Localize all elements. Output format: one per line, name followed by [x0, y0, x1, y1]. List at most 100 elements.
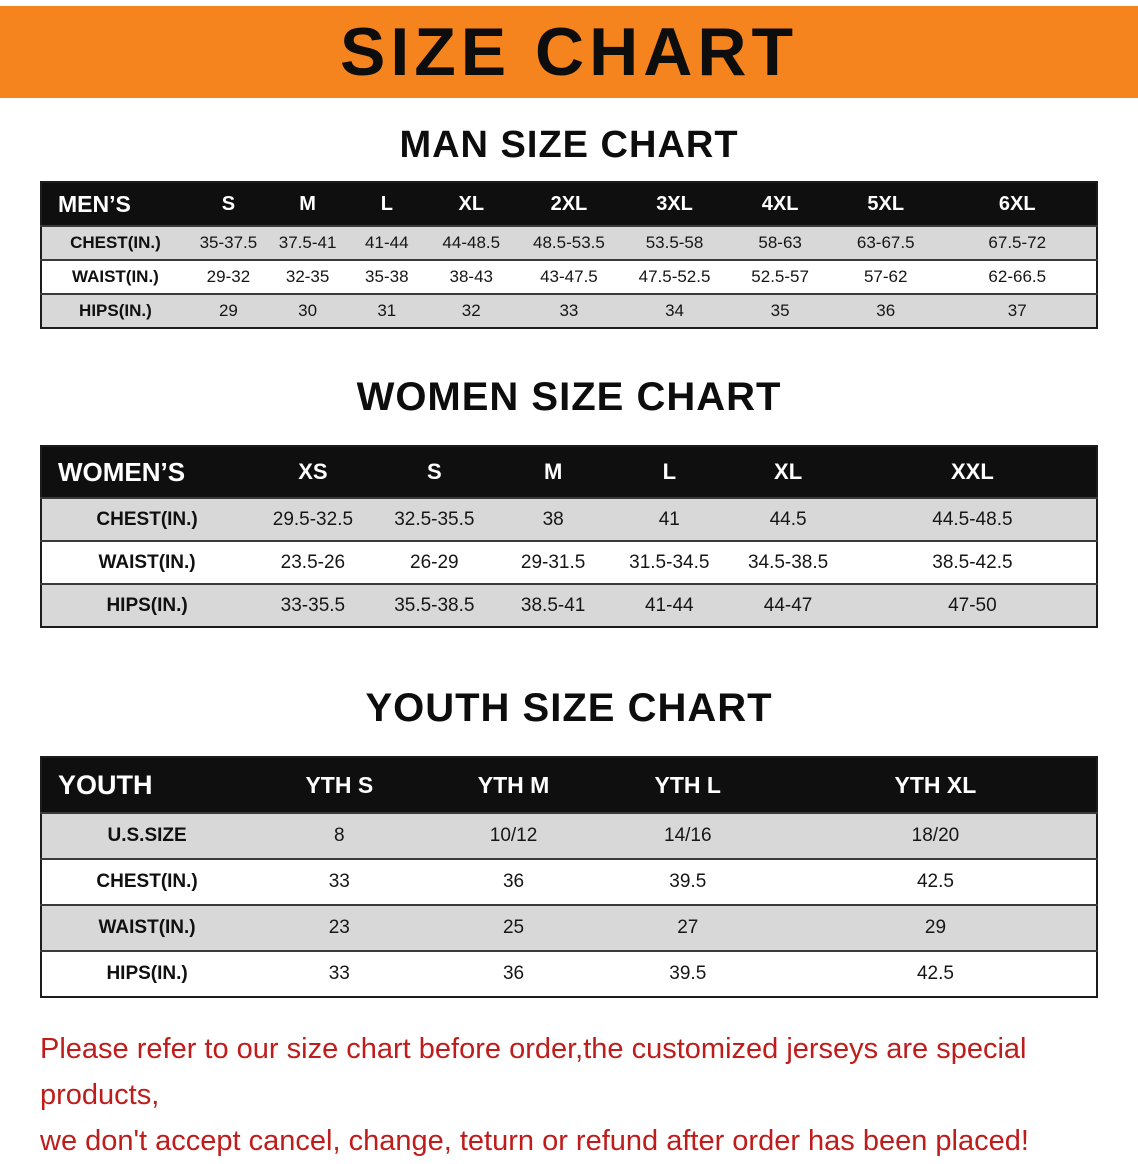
value-cell: 26-29	[373, 540, 496, 584]
table-row: HIPS(IN.) 29 30 31 32 33 34 35 36 37	[41, 293, 1097, 328]
value-cell: 48.5-53.5	[516, 225, 622, 260]
value-cell: 31	[347, 293, 427, 328]
size-chart-page: SIZE CHART MAN SIZE CHART MEN’S S M L XL…	[0, 6, 1138, 1164]
table-row: WAIST(IN.) 29-32 32-35 35-38 38-43 43-47…	[41, 259, 1097, 294]
row-label: CHEST(IN.)	[41, 225, 189, 260]
value-cell: 33-35.5	[252, 583, 374, 627]
size-header-cell: YTH M	[426, 757, 601, 813]
table-row: CHEST(IN.) 35-37.5 37.5-41 41-44 44-48.5…	[41, 225, 1097, 260]
value-cell: 31.5-34.5	[611, 540, 728, 584]
value-cell: 38-43	[426, 259, 517, 294]
value-cell: 38	[495, 497, 612, 541]
table-row: U.S.SIZE 8 10/12 14/16 18/20	[41, 812, 1097, 859]
value-cell: 14/16	[600, 812, 775, 859]
value-cell: 38.5-41	[495, 583, 612, 627]
size-header-cell: M	[495, 446, 612, 498]
value-cell: 47.5-52.5	[621, 259, 728, 294]
value-cell: 44-47	[727, 583, 849, 627]
value-cell: 35	[727, 293, 833, 328]
men-table-title-cell: MEN’S	[41, 182, 189, 226]
value-cell: 29.5-32.5	[252, 497, 374, 541]
size-header-cell: S	[373, 446, 496, 498]
size-header-cell: L	[611, 446, 728, 498]
value-cell: 35.5-38.5	[373, 583, 496, 627]
size-header-cell: XL	[426, 182, 517, 226]
value-cell: 37	[938, 293, 1097, 328]
row-label: U.S.SIZE	[41, 812, 253, 859]
size-header-cell: 3XL	[621, 182, 728, 226]
value-cell: 34.5-38.5	[727, 540, 849, 584]
value-cell: 33	[252, 950, 427, 997]
value-cell: 23.5-26	[252, 540, 374, 584]
value-cell: 35-38	[347, 259, 427, 294]
value-cell: 36	[426, 858, 601, 905]
men-table-header-row: MEN’S S M L XL 2XL 3XL 4XL 5XL 6XL	[41, 182, 1097, 226]
value-cell: 43-47.5	[516, 259, 622, 294]
table-row: HIPS(IN.) 33 36 39.5 42.5	[41, 950, 1097, 997]
row-label: HIPS(IN.)	[41, 583, 253, 627]
value-cell: 18/20	[774, 812, 1097, 859]
value-cell: 34	[621, 293, 728, 328]
disclaimer-text: Please refer to our size chart before or…	[40, 1026, 1100, 1164]
value-cell: 42.5	[774, 950, 1097, 997]
value-cell: 53.5-58	[621, 225, 728, 260]
women-section-heading: WOMEN SIZE CHART	[356, 375, 782, 419]
value-cell: 25	[426, 904, 601, 951]
youth-size-table: YOUTH YTH S YTH M YTH L YTH XL U.S.SIZE …	[40, 756, 1098, 998]
size-header-cell: YTH XL	[774, 757, 1097, 813]
value-cell: 44.5-48.5	[848, 497, 1097, 541]
men-section-heading: MAN SIZE CHART	[399, 124, 739, 166]
value-cell: 29	[188, 293, 269, 328]
value-cell: 62-66.5	[938, 259, 1097, 294]
row-label: HIPS(IN.)	[41, 293, 189, 328]
value-cell: 35-37.5	[188, 225, 269, 260]
women-table-title-cell: WOMEN’S	[41, 446, 253, 498]
page-title: SIZE CHART	[340, 14, 798, 90]
size-header-cell: 5XL	[832, 182, 939, 226]
value-cell: 38.5-42.5	[848, 540, 1097, 584]
youth-table-title-cell: YOUTH	[41, 757, 253, 813]
value-cell: 30	[268, 293, 348, 328]
value-cell: 8	[252, 812, 427, 859]
value-cell: 27	[600, 904, 775, 951]
size-header-cell: XXL	[848, 446, 1097, 498]
value-cell: 42.5	[774, 858, 1097, 905]
value-cell: 44.5	[727, 497, 849, 541]
value-cell: 67.5-72	[938, 225, 1097, 260]
size-header-cell: XL	[727, 446, 849, 498]
value-cell: 33	[252, 858, 427, 905]
value-cell: 41	[611, 497, 728, 541]
size-header-cell: YTH S	[252, 757, 427, 813]
value-cell: 41-44	[611, 583, 728, 627]
table-row: WAIST(IN.) 23.5-26 26-29 29-31.5 31.5-34…	[41, 540, 1097, 584]
value-cell: 33	[516, 293, 622, 328]
youth-section-heading: YOUTH SIZE CHART	[365, 686, 773, 730]
size-header-cell: 4XL	[727, 182, 833, 226]
value-cell: 23	[252, 904, 427, 951]
value-cell: 36	[426, 950, 601, 997]
value-cell: 37.5-41	[268, 225, 348, 260]
value-cell: 10/12	[426, 812, 601, 859]
men-size-table: MEN’S S M L XL 2XL 3XL 4XL 5XL 6XL CHEST…	[40, 181, 1098, 329]
value-cell: 41-44	[347, 225, 427, 260]
table-row: HIPS(IN.) 33-35.5 35.5-38.5 38.5-41 41-4…	[41, 583, 1097, 627]
size-header-cell: 2XL	[516, 182, 622, 226]
size-header-cell: XS	[252, 446, 374, 498]
value-cell: 58-63	[727, 225, 833, 260]
value-cell: 29-32	[188, 259, 269, 294]
value-cell: 57-62	[832, 259, 939, 294]
table-row: CHEST(IN.) 33 36 39.5 42.5	[41, 858, 1097, 905]
value-cell: 29-31.5	[495, 540, 612, 584]
row-label: HIPS(IN.)	[41, 950, 253, 997]
size-header-cell: M	[268, 182, 348, 226]
row-label: WAIST(IN.)	[41, 904, 253, 951]
row-label: WAIST(IN.)	[41, 259, 189, 294]
value-cell: 39.5	[600, 950, 775, 997]
row-label: WAIST(IN.)	[41, 540, 253, 584]
disclaimer-line-2: we don't accept cancel, change, teturn o…	[40, 1125, 1029, 1157]
value-cell: 32.5-35.5	[373, 497, 496, 541]
women-size-table: WOMEN’S XS S M L XL XXL CHEST(IN.) 29.5-…	[40, 445, 1098, 628]
value-cell: 39.5	[600, 858, 775, 905]
size-header-cell: S	[188, 182, 269, 226]
size-header-cell: YTH L	[600, 757, 775, 813]
